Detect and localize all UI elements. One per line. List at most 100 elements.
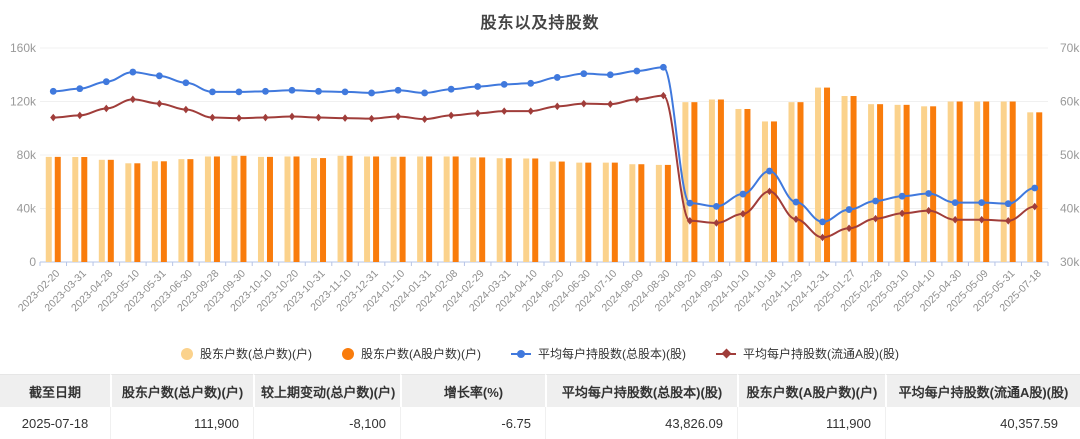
data-point[interactable] <box>660 91 667 100</box>
bar[interactable] <box>576 162 583 262</box>
bar[interactable] <box>311 158 318 262</box>
data-point[interactable] <box>527 107 534 115</box>
data-point[interactable] <box>872 197 879 205</box>
data-point[interactable] <box>792 215 800 223</box>
bar[interactable] <box>877 104 884 262</box>
bar[interactable] <box>894 104 901 262</box>
data-point[interactable] <box>448 111 455 120</box>
bar[interactable] <box>81 157 88 262</box>
data-point[interactable] <box>766 187 773 196</box>
data-point[interactable] <box>606 71 614 79</box>
bar[interactable] <box>204 156 211 262</box>
bar[interactable] <box>284 156 291 262</box>
bar[interactable] <box>337 155 344 262</box>
bar[interactable] <box>717 99 724 263</box>
bar[interactable] <box>160 161 167 262</box>
data-point[interactable] <box>315 87 322 95</box>
bar[interactable] <box>470 157 477 262</box>
bar[interactable] <box>611 162 618 262</box>
bar[interactable] <box>187 159 194 262</box>
bar[interactable] <box>532 158 539 262</box>
data-point[interactable] <box>421 115 428 123</box>
data-point[interactable] <box>315 113 322 122</box>
bar[interactable] <box>45 156 52 262</box>
bar[interactable] <box>452 156 459 262</box>
data-point[interactable] <box>580 70 588 78</box>
data-point[interactable] <box>288 86 296 94</box>
data-point[interactable] <box>76 111 83 120</box>
bar[interactable] <box>744 108 751 263</box>
bar[interactable] <box>903 104 910 262</box>
bar[interactable] <box>72 157 79 262</box>
bar[interactable] <box>770 121 777 263</box>
data-point[interactable] <box>368 114 375 123</box>
bar[interactable] <box>1036 112 1043 263</box>
bar[interactable] <box>98 159 105 262</box>
data-point[interactable] <box>952 215 959 224</box>
bar[interactable] <box>417 156 424 262</box>
bar[interactable] <box>346 155 353 262</box>
data-point[interactable] <box>792 198 800 206</box>
data-point[interactable] <box>554 102 561 111</box>
data-point[interactable] <box>1004 200 1012 208</box>
data-point[interactable] <box>501 107 508 115</box>
bar[interactable] <box>974 101 981 263</box>
legend-item-avg-holding-total[interactable]: 平均每户持股数(总股本)(股) <box>511 345 686 362</box>
bar[interactable] <box>496 158 503 262</box>
data-point[interactable] <box>500 80 508 88</box>
data-point[interactable] <box>659 63 667 71</box>
data-point[interactable] <box>899 209 906 218</box>
data-point[interactable] <box>580 99 587 108</box>
data-point[interactable] <box>50 113 57 122</box>
data-point[interactable] <box>739 190 747 198</box>
legend-item-total-holders[interactable]: 股东户数(总户数)(户) <box>181 345 312 362</box>
data-point[interactable] <box>766 167 773 175</box>
data-point[interactable] <box>155 72 163 80</box>
bar[interactable] <box>815 87 822 262</box>
data-point[interactable] <box>553 74 561 81</box>
bar[interactable] <box>125 163 132 262</box>
bar[interactable] <box>266 156 273 262</box>
bar[interactable] <box>868 104 875 262</box>
data-point[interactable] <box>209 88 216 96</box>
data-point[interactable] <box>633 95 640 104</box>
data-point[interactable] <box>686 199 694 207</box>
bar[interactable] <box>664 164 671 262</box>
bar[interactable] <box>426 156 433 262</box>
bar[interactable] <box>213 156 220 262</box>
data-point[interactable] <box>713 202 720 210</box>
data-point[interactable] <box>845 206 853 213</box>
bar[interactable] <box>1027 112 1034 263</box>
bar[interactable] <box>505 158 512 262</box>
bar[interactable] <box>930 106 937 262</box>
data-point[interactable] <box>739 210 747 218</box>
data-point[interactable] <box>1031 202 1038 211</box>
data-point[interactable] <box>978 199 986 207</box>
data-point[interactable] <box>235 114 243 122</box>
data-point[interactable] <box>341 88 349 96</box>
data-point[interactable] <box>395 112 402 121</box>
legend-item-avg-holding-float[interactable]: 平均每户持股数(流通A股)(股) <box>716 345 899 362</box>
bar[interactable] <box>364 156 371 262</box>
bar[interactable] <box>549 161 556 262</box>
bar[interactable] <box>240 155 247 262</box>
bar[interactable] <box>231 155 238 262</box>
data-point[interactable] <box>845 224 853 233</box>
bar[interactable] <box>523 158 530 262</box>
bar[interactable] <box>443 156 450 262</box>
data-point[interactable] <box>288 112 296 121</box>
bar[interactable] <box>708 99 715 263</box>
bar[interactable] <box>257 156 264 262</box>
data-point[interactable] <box>1005 217 1012 225</box>
bar[interactable] <box>638 164 645 262</box>
data-point[interactable] <box>951 199 959 207</box>
bar[interactable] <box>178 159 185 262</box>
bar[interactable] <box>841 96 848 262</box>
bar[interactable] <box>629 164 636 262</box>
data-point[interactable] <box>713 219 720 227</box>
data-point[interactable] <box>872 214 879 223</box>
bar[interactable] <box>797 102 804 262</box>
data-point[interactable] <box>103 104 110 113</box>
bar[interactable] <box>479 157 486 262</box>
bar[interactable] <box>788 102 795 262</box>
